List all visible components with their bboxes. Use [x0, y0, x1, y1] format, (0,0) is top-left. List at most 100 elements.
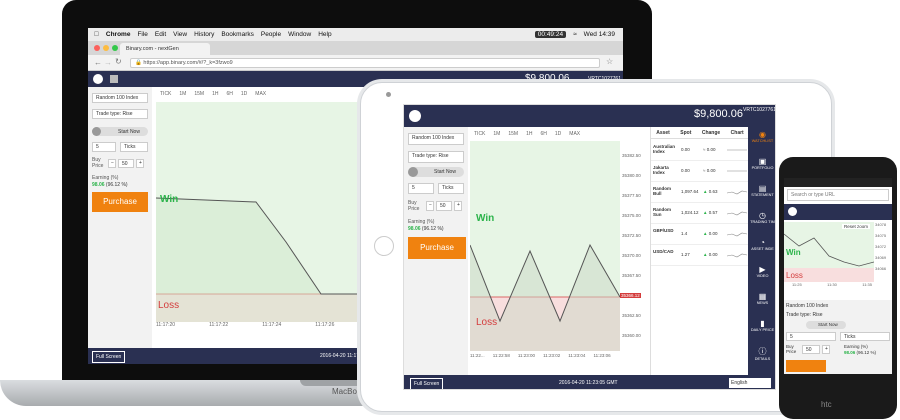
phone-chart[interactable]: [784, 222, 874, 282]
ipad-account-id[interactable]: VRTC1027761: [743, 107, 776, 113]
mac-tf-tick[interactable]: TICK: [160, 91, 172, 97]
phone-duration-unit[interactable]: Ticks: [840, 332, 890, 341]
back-icon[interactable]: ←: [94, 58, 102, 67]
mac-duration-unit-select[interactable]: Ticks: [120, 142, 148, 152]
watchlist-row[interactable]: Jakarta Index 0.00 ≈ 0.00: [651, 162, 749, 182]
ipad-tf-15m[interactable]: 15M: [508, 131, 519, 137]
side-nav-item[interactable]: ◔ ASSET INDE: [748, 238, 775, 264]
menu-file[interactable]: File: [132, 31, 147, 38]
timer-badge[interactable]: 00:49:24: [534, 31, 567, 38]
ipad-trade-type-select[interactable]: Trade type: Rise: [408, 151, 464, 163]
mac-full-screen-button[interactable]: Full Screen: [92, 351, 126, 363]
menu-bookmarks[interactable]: Bookmarks: [216, 31, 254, 38]
menu-chrome[interactable]: Chrome: [101, 31, 131, 38]
side-nav-item[interactable]: ▣ PORTFOLIO: [748, 157, 775, 183]
mac-tf-15m[interactable]: 15M: [194, 91, 205, 97]
mac-duration-input[interactable]: 5: [92, 142, 116, 152]
minimize-window-icon[interactable]: [103, 45, 109, 51]
mac-tf-max[interactable]: MAX: [255, 91, 267, 97]
watchlist-col-chart[interactable]: Chart: [730, 129, 744, 136]
phone-trade-type[interactable]: Trade type: Rise: [786, 312, 823, 318]
close-window-icon[interactable]: [94, 45, 100, 51]
ipad-current-price: 35366.12: [620, 293, 641, 298]
ipad-plus-button[interactable]: +: [454, 201, 462, 211]
language-select[interactable]: English: [729, 378, 771, 388]
watchlist-row[interactable]: Random Sun 1,024.12 ▲ 0.57: [651, 204, 749, 224]
mac-tf-1m[interactable]: 1M: [179, 91, 187, 97]
menu-help[interactable]: Help: [313, 31, 331, 38]
ipad-duration-unit-select[interactable]: Ticks: [438, 183, 464, 194]
phone-start-now-toggle[interactable]: Start Now: [806, 321, 846, 329]
ipad-balance[interactable]: $9,800.06: [694, 108, 743, 120]
menu-people[interactable]: People: [255, 31, 281, 38]
ipad-tf-max[interactable]: MAX: [569, 131, 581, 137]
ipad-purchase-button[interactable]: Purchase: [408, 237, 466, 259]
side-nav-item[interactable]: ◉ WATCHLIST: [748, 130, 775, 156]
phone-asset-select[interactable]: Random 100 Index: [786, 303, 829, 309]
browser-tab[interactable]: Binary.com - nextGen: [120, 43, 210, 55]
ipad-tf-1h[interactable]: 1H: [526, 131, 533, 137]
address-bar[interactable]: 🔒 https://app.binary.com/#/?_k=3fzwo9: [130, 58, 600, 68]
phone-duration-input[interactable]: 5: [786, 332, 836, 341]
reload-icon[interactable]: ↻: [115, 57, 122, 66]
ipad-tf-tick[interactable]: TICK: [474, 131, 486, 137]
phone-reset-zoom[interactable]: Reset zoom: [842, 224, 871, 229]
phone-url-bar[interactable]: Search or type URL: [787, 189, 889, 201]
watchlist-row[interactable]: USD/CAD 1.27 ▲ 0.00: [651, 246, 749, 266]
side-nav-item[interactable]: ⓘ DETAILS: [748, 346, 775, 372]
maximize-window-icon[interactable]: [112, 45, 118, 51]
phone-logo-icon[interactable]: [788, 207, 797, 216]
mac-balance[interactable]: $9,800.06: [525, 73, 570, 84]
mac-tf-6h[interactable]: 6H: [226, 91, 233, 97]
menubar-clock[interactable]: Wed 14:39: [583, 31, 615, 38]
ipad-start-now-toggle[interactable]: Start Now: [408, 167, 464, 177]
mac-purchase-button[interactable]: Purchase: [92, 192, 148, 212]
watchlist-row[interactable]: Australian Index 0.00 ≈ 0.00: [651, 141, 749, 161]
side-nav-item[interactable]: ▮ DAILY PRICE: [748, 319, 775, 345]
phone-purchase-button[interactable]: [786, 360, 826, 372]
apple-icon[interactable]: : [94, 31, 99, 38]
watchlist-row[interactable]: GBP/USD 1.4 ▲ 0.00: [651, 225, 749, 245]
ipad-full-screen-button[interactable]: Full Screen: [410, 378, 444, 389]
phone-amount-input[interactable]: 50: [802, 345, 820, 354]
watchlist-col-asset[interactable]: Asset: [656, 129, 670, 136]
ipad-tf-1d[interactable]: 1D: [554, 131, 562, 137]
mac-account-id[interactable]: VRTC1027761: [588, 76, 621, 82]
mac-chart[interactable]: [156, 102, 371, 322]
ipad-chart[interactable]: [470, 141, 620, 351]
mac-amount-input[interactable]: 50: [118, 159, 134, 168]
mac-start-now-toggle[interactable]: Start Now: [92, 127, 148, 136]
mac-tf-1h[interactable]: 1H: [212, 91, 219, 97]
star-icon[interactable]: ☆: [606, 57, 614, 66]
watchlist-row[interactable]: Random Bull 1,097.64 ▲ 0.63: [651, 183, 749, 203]
menu-edit[interactable]: Edit: [150, 31, 166, 38]
mac-asset-select[interactable]: Random 100 Index: [92, 93, 148, 103]
menu-window[interactable]: Window: [283, 31, 311, 38]
side-nav-item[interactable]: ▤ STATEMENT: [748, 184, 775, 210]
ipad-duration-input[interactable]: 5: [408, 183, 434, 194]
ipad-asset-select[interactable]: Random 100 Index: [408, 133, 464, 145]
binary-logo-icon[interactable]: [93, 74, 103, 84]
mac-trade-type-select[interactable]: Trade type: Rise: [92, 109, 148, 119]
ipad-logo-icon[interactable]: [409, 110, 421, 122]
side-nav-item[interactable]: ▶ VIDEO: [748, 265, 775, 291]
ipad-tf-6h[interactable]: 6H: [540, 131, 547, 137]
menu-square-icon[interactable]: [110, 75, 118, 83]
forward-icon[interactable]: →: [104, 58, 112, 67]
ipad-amount-input[interactable]: 50: [436, 201, 452, 211]
mac-minus-button[interactable]: −: [108, 159, 116, 168]
ipad-footer: Full Screen 2016-04-20 11:23:05 GMT Engl…: [404, 375, 775, 389]
menu-history[interactable]: History: [189, 31, 214, 38]
watchlist-col-change[interactable]: Change: [701, 129, 721, 136]
mac-tf-1d[interactable]: 1D: [240, 91, 248, 97]
ipad-tf-1m[interactable]: 1M: [493, 131, 501, 137]
wifi-icon[interactable]: ≈: [573, 31, 577, 38]
phone-plus-button[interactable]: +: [822, 345, 830, 354]
side-nav-item[interactable]: ◷ TRADING TIM: [748, 211, 775, 237]
ipad-home-button[interactable]: [374, 236, 394, 256]
watchlist-col-spot[interactable]: Spot: [680, 129, 692, 136]
ipad-minus-button[interactable]: −: [426, 201, 434, 211]
side-nav-item[interactable]: ▦ NEWS: [748, 292, 775, 318]
mac-plus-button[interactable]: +: [136, 159, 144, 168]
menu-view[interactable]: View: [168, 31, 187, 38]
